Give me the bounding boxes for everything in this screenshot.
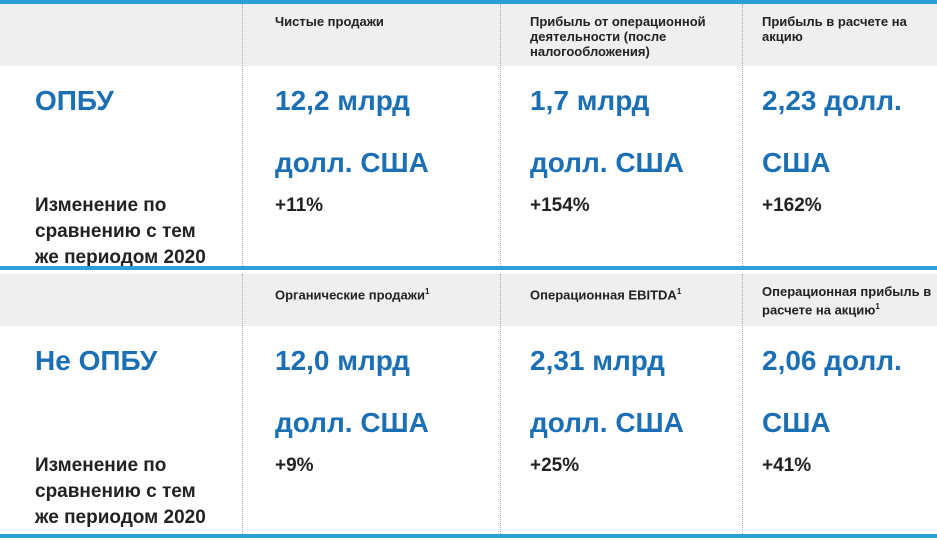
change-label: же периодом 2020 (35, 507, 206, 528)
metric-header: Прибыль в расчете на акцию (762, 14, 932, 44)
footnote-mark: 1 (424, 287, 430, 296)
section-label: ОПБУ (35, 85, 114, 116)
column-divider (242, 4, 243, 266)
column-divider (742, 4, 743, 266)
metric-value: 2,06 долл. (762, 345, 902, 376)
metric-change: +154% (530, 195, 590, 216)
header-band (0, 4, 937, 66)
metric-header: Прибыль от операционной деятельности (по… (530, 14, 730, 59)
change-label: Изменение по (35, 195, 167, 216)
metric-change: +25% (530, 455, 580, 476)
header-band (0, 274, 937, 326)
change-label: сравнению с тем (35, 481, 196, 502)
metric-value: США (762, 147, 831, 178)
metric-value: долл. США (530, 407, 684, 438)
column-divider (242, 274, 243, 536)
header-text: Прибыль от операционной деятельности (по… (530, 14, 706, 59)
header-text: Органические продажи (275, 287, 425, 303)
metric-value: долл. США (275, 147, 429, 178)
footnote-mark: 1 (676, 287, 682, 296)
metric-value: США (762, 407, 831, 438)
metric-value: 2,31 млрд (530, 345, 665, 376)
column-divider (742, 274, 743, 536)
metric-value: 2,23 долл. (762, 85, 902, 116)
divider (0, 0, 937, 4)
section-label: Не ОПБУ (35, 345, 158, 376)
header-text: Операционная прибыль в расчете на акцию (762, 284, 932, 318)
header-text: Операционная EBITDA (530, 287, 677, 303)
metric-value: 1,7 млрд (530, 85, 650, 116)
metric-change: +11% (275, 195, 324, 216)
metric-header: Органические продажи1 (275, 284, 485, 302)
change-label: Изменение по (35, 455, 167, 476)
metric-value: долл. США (275, 407, 429, 438)
divider (0, 534, 937, 538)
divider (0, 266, 937, 270)
metric-header: Чистые продажи (275, 14, 485, 29)
change-label: же периодом 2020 (35, 247, 206, 268)
header-text: Прибыль в расчете на акцию (762, 14, 907, 44)
metric-header: Операционная прибыль в расчете на акцию1 (762, 284, 932, 317)
metric-header: Операционная EBITDA1 (530, 284, 730, 302)
metric-value: долл. США (530, 147, 684, 178)
metric-change: +162% (762, 195, 822, 216)
metric-change: +41% (762, 455, 812, 476)
metric-value: 12,0 млрд (275, 345, 410, 376)
column-divider (500, 274, 501, 536)
column-divider (500, 4, 501, 266)
footnote-mark: 1 (875, 302, 880, 311)
header-text: Чистые продажи (275, 14, 384, 29)
metric-change: +9% (275, 455, 314, 476)
change-label: сравнению с тем (35, 221, 196, 242)
metric-value: 12,2 млрд (275, 85, 410, 116)
